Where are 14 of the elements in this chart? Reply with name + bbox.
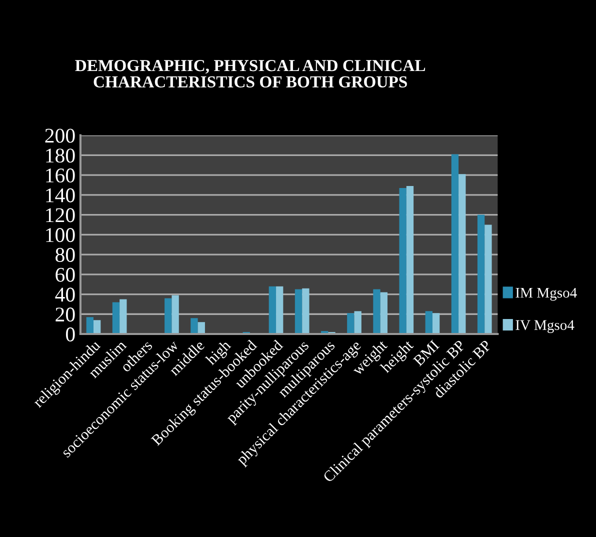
y-tick-label: 60 bbox=[56, 268, 75, 282]
y-tick-label: 140 bbox=[46, 188, 75, 202]
y-tick-label: 0 bbox=[66, 327, 75, 342]
legend-label: IM Mgso4 bbox=[516, 288, 577, 301]
y-tick-label: 120 bbox=[46, 208, 75, 222]
y-tick-label: 80 bbox=[56, 248, 75, 262]
y-tick-label: 160 bbox=[46, 168, 75, 182]
chart-title: DEMOGRAPHIC, PHYSICAL AND CLINICAL CHARACTERISTICS OF BOTH GROUPS bbox=[75, 60, 426, 88]
y-tick-label: 180 bbox=[46, 148, 75, 163]
y-tick-label: 200 bbox=[45, 128, 75, 143]
y-tick-label: 20 bbox=[56, 308, 75, 322]
y-tick-label: 100 bbox=[46, 228, 75, 242]
legend-label: IV Mgso4 bbox=[516, 320, 574, 334]
y-tick-label: 40 bbox=[55, 288, 75, 302]
